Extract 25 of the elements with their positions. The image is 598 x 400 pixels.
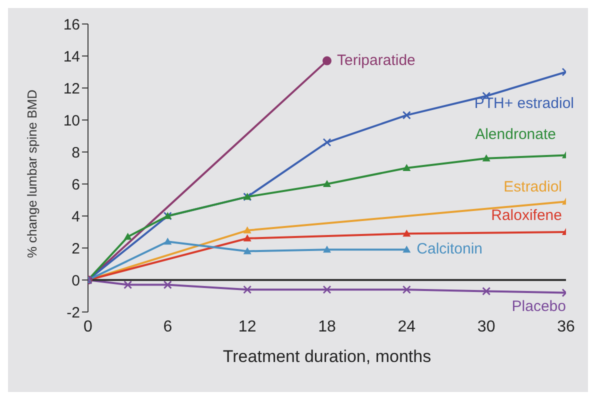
y-axis-title: % change lumbar spine BMD	[24, 90, 40, 258]
series-label: Estradiol	[504, 178, 562, 196]
x-axis-title: Treatment duration, months	[222, 347, 432, 366]
x-tick-label: 18	[318, 318, 336, 336]
y-tick-label: 0	[72, 272, 80, 290]
y-tick-label: 6	[72, 176, 80, 194]
y-tick-label: -2	[66, 304, 80, 322]
y-tick-label: 2	[72, 240, 80, 258]
x-tick-label: 12	[238, 318, 256, 336]
y-tick-label: 12	[63, 80, 80, 98]
y-tick-label: 4	[72, 208, 80, 226]
series-label: Calcitonin	[416, 240, 483, 258]
x-tick-label: 30	[477, 318, 496, 336]
series-label: Teriparatide	[337, 52, 416, 69]
series-label: Alendronate	[475, 126, 556, 144]
y-tick-label: 8	[72, 144, 80, 162]
series-label: Raloxifene	[491, 207, 562, 224]
x-tick-label: 0	[84, 318, 93, 336]
x-tick-label: 6	[163, 318, 172, 336]
y-tick-label: 10	[63, 112, 80, 130]
y-tick-label: 16	[63, 16, 80, 34]
x-tick-label: 36	[557, 318, 575, 336]
x-tick-label: 24	[398, 318, 416, 336]
series-label: Placebo	[512, 298, 566, 315]
y-tick-label: 14	[63, 48, 80, 66]
